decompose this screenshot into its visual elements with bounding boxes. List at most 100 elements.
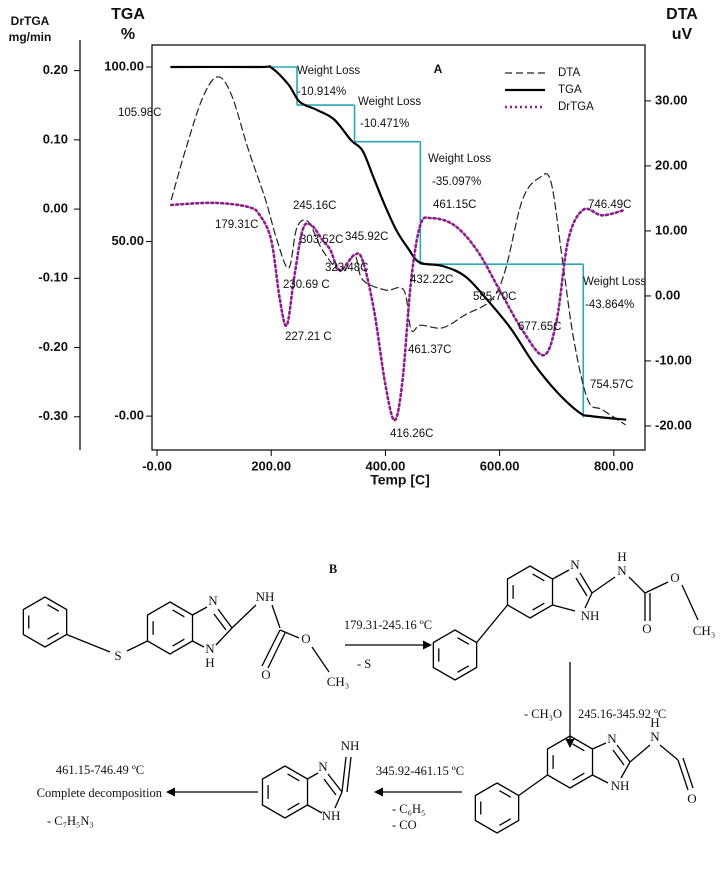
double-bond [457,637,470,645]
annotation: -10.471% [360,118,409,130]
bond [192,606,208,616]
y-title: TGA [111,6,145,23]
annotation: -35.097% [432,176,481,188]
atom-label: CH₃ [327,674,350,689]
double-bond [172,638,185,647]
ring [22,596,68,648]
bond [552,604,576,612]
annotation: Weight Loss [428,153,491,165]
bond [327,773,343,793]
reaction-loss: - C₆H₅ [392,802,425,816]
ring [432,629,478,681]
bond [307,772,319,780]
bond [346,756,352,793]
legend-label: DrTGA [558,101,594,113]
panel-label: A [434,62,443,76]
annotation: -10.914% [297,86,346,98]
double-bond [457,665,470,673]
double-bond [172,609,185,618]
bond [552,569,570,580]
arrow-head [374,787,383,797]
y2-tick-label: -10.00 [655,352,692,367]
y-tick-label: 100.00 [104,58,144,73]
x-title: Temp [C] [370,472,430,488]
atom-label: N [650,729,660,744]
series-line [170,201,627,422]
bond [217,608,233,629]
atom-label: N [208,593,218,608]
y-unit: % [121,26,135,43]
annotation: 461.37C [408,344,451,356]
plot-frame [151,44,646,451]
y2-tick-label: -20.00 [655,417,692,432]
y3-tick-label: 0.10 [43,131,68,146]
atom-label: O [670,570,679,585]
y3-tick-label: 0.00 [43,201,68,216]
atom-label: NH [322,808,341,823]
bond [612,749,625,766]
annotation: Weight Loss [358,96,421,108]
bond [476,604,509,643]
bond [334,791,343,809]
bond [267,632,286,669]
ring [474,782,520,834]
product: Complete decomposition [37,786,163,800]
atom-label: NH [611,778,630,793]
double-bond [499,790,512,798]
reaction-temperature: 245.16-345.92 ºC [578,707,666,721]
annotation: 230.69 C [283,279,330,291]
bond [311,646,330,673]
reaction-loss: - C₇H₅N₃ [47,814,94,828]
y-tick-label: -0.00 [114,408,144,423]
y2-unit: uV [672,26,693,43]
double-bond [499,818,512,826]
bond [681,584,699,621]
x-tick-label: 600.00 [480,458,520,473]
x-tick-label: 800.00 [594,458,634,473]
annotation: 677.65C [518,321,561,333]
y3-unit: mg/min [9,30,52,44]
bond [271,604,281,629]
series-line [170,76,626,426]
atom-label: N [607,731,617,746]
atom-label: O [301,631,310,646]
bond [518,774,548,797]
bond [629,744,651,763]
bond [591,576,616,594]
annotation: 245.16C [293,200,336,212]
bond [323,778,337,796]
legend-label: TGA [558,84,582,96]
y3-tick-label: 0.20 [43,62,68,77]
x-tick-label: 200.00 [251,458,291,473]
ring [261,765,309,819]
annotation: -43.864% [585,299,634,311]
y3-tick-label: -0.30 [38,408,68,423]
reaction-loss: - CH₃O [524,707,562,721]
x-tick-label: -0.00 [142,458,172,473]
bond [579,572,593,594]
series-line [170,65,627,421]
arrow-head [166,787,175,797]
y2-tick-label: 20.00 [655,157,688,172]
arrow-head [423,640,432,650]
annotation: 345.92C [345,231,388,243]
annotation: 179.31C [215,219,258,231]
annotation: 461.15C [433,199,476,211]
bond [628,576,646,594]
y2-tick-label: 10.00 [655,222,688,237]
double-bond [532,602,545,611]
annotation: Weight Loss [297,65,360,77]
bond [192,640,205,648]
atom-label: N [570,557,580,572]
annotation: 754.57C [590,379,633,391]
reaction-scheme: B S N N H NH O O CH₃ N NH H N O O CH₃ N … [22,549,715,834]
atom-label: NH [581,608,600,623]
atom-label: O [642,621,651,636]
double-bond [287,773,300,782]
bond [644,581,669,594]
bond [261,629,281,667]
annotation: 746.49C [588,199,631,211]
bond [66,633,111,653]
annotation: 416.26C [390,428,433,440]
atom-label: NH [341,738,360,753]
